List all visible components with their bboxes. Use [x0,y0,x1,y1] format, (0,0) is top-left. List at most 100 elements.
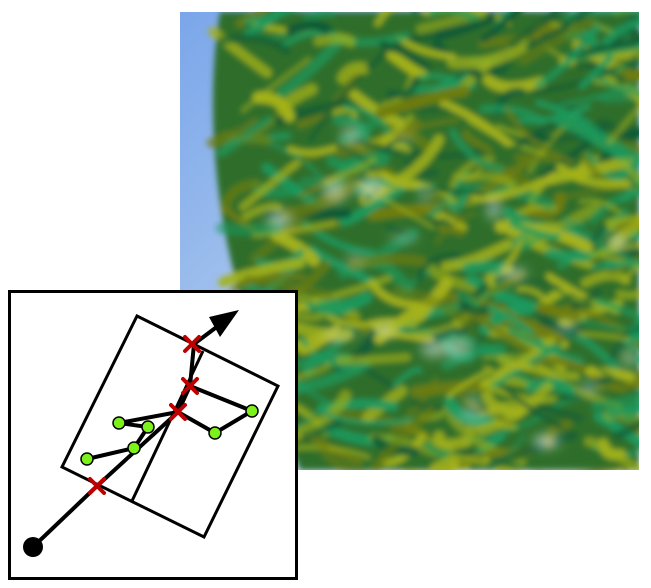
ray-path [31,324,220,549]
flow-strand [623,465,628,470]
flow-strand [335,353,412,365]
flow-strand [517,103,591,124]
flow-strand [607,403,639,418]
flow-strand [456,392,512,425]
flow-strand [381,433,427,467]
cell-outer-boundary [59,313,281,540]
flow-strand [385,75,421,99]
flow-strand [523,192,566,219]
flow-strand [591,388,639,413]
flow-highlight [324,329,346,343]
flow-strand [238,159,301,211]
flow-strand [486,430,578,470]
flow-strand [221,118,258,136]
flow-strand [251,180,304,199]
flow-strand [300,417,345,442]
flow-strand [462,261,503,275]
flow-strand [462,129,493,154]
flow-strand [615,289,639,300]
flow-strand [336,62,370,85]
flow-highlight [442,336,472,358]
flow-strand [470,178,545,203]
flow-strand [291,362,332,381]
flow-strand [595,465,624,470]
flow-strand [555,162,632,189]
flow-strand [570,37,639,60]
ray-arrowhead [209,310,239,337]
flow-strand [479,12,521,43]
sample-point [208,426,222,440]
intersection-marker [183,335,201,353]
flow-strand [615,220,639,235]
flow-strand [302,12,336,25]
flow-strand [332,115,371,141]
flow-strand [301,359,371,392]
flow-highlight [267,211,292,229]
flow-highlight [487,198,501,220]
volume-render-svg [180,12,639,470]
flow-strand [419,107,448,114]
flow-strand [525,12,592,49]
flow-strand [208,26,273,78]
flow-strand [424,441,450,459]
flow-highlight [465,397,481,407]
flow-strand [522,133,552,144]
flow-strand [323,156,377,186]
flow-strand [220,179,262,213]
flow-strand [563,216,588,227]
flow-strand [594,297,639,321]
flow-strand [240,57,311,113]
flow-strand [286,145,337,157]
flow-highlight [458,411,490,421]
flow-strand [476,381,553,436]
flow-strand [530,64,621,95]
flow-strand [571,288,602,310]
sample-point [112,416,126,430]
flow-highlights [230,126,637,448]
flow-strand [366,47,389,70]
flow-strand [371,405,436,470]
flow-strand [338,181,408,227]
flow-strand [392,367,422,388]
flow-strand [502,385,563,429]
flow-highlight [621,347,637,368]
flow-strand [441,344,506,370]
flow-highlight [345,255,366,264]
flow-strand [591,118,622,136]
intersection-marker [88,477,106,495]
flow-strand [606,104,639,145]
flow-strand [623,400,639,425]
flow-strand [588,191,635,225]
ray-origin-dot [23,537,43,557]
flow-strand [433,12,496,41]
sample-point [245,404,259,418]
flow-strand [482,74,546,93]
flow-strand [312,274,394,304]
intersection-marker [169,403,187,421]
flow-highlight [534,436,553,448]
flow-highlight [340,126,363,145]
sample-path-right [177,384,257,436]
flow-strand [217,33,291,56]
ray-traversal-svg [23,310,281,557]
flow-strand [316,399,398,414]
flow-highlight [579,382,599,395]
flow-strand [589,242,639,258]
flow-strand [416,252,461,283]
flow-highlight [420,184,430,204]
flow-strand [380,170,422,189]
flow-strands [205,12,639,470]
flow-strand [392,286,475,329]
flow-strand [215,222,283,236]
flow-strand [429,194,467,226]
flow-strand [517,17,596,66]
flow-strand [368,318,418,328]
flow-strand [434,211,476,245]
flow-strand [244,12,292,25]
flow-strand [433,430,472,450]
flow-strand [598,438,627,461]
flow-strand [571,109,639,161]
flow-strand [308,245,380,287]
sample-point [80,452,94,466]
flow-strand [317,443,364,470]
